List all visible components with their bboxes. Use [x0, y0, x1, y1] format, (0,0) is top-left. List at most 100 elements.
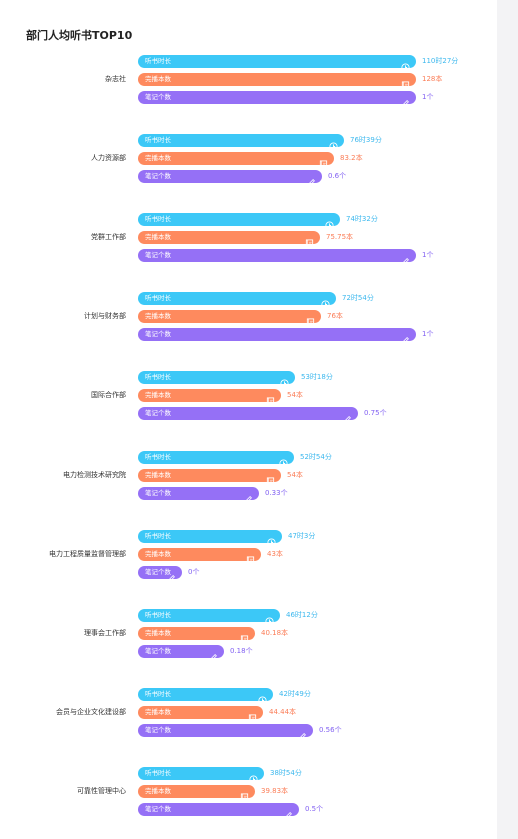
department-label: 理事会工作部: [84, 628, 126, 637]
department-label: 国际合作部: [91, 391, 126, 400]
clock-icon: [279, 453, 288, 468]
clock-icon: [249, 769, 258, 784]
listen-bar: 听书时长: [138, 55, 416, 72]
books-value-label: 128本: [422, 75, 443, 83]
listen-bar-label: 听书时长: [145, 215, 171, 224]
books-bar-label: 完播本数: [145, 154, 171, 163]
books-value-label: 54本: [287, 470, 303, 479]
notes-value-label: 1个: [422, 330, 434, 339]
notes-bar-label: 笔记个数: [145, 409, 171, 418]
department-label: 电力工程质量监督管理部: [49, 549, 126, 558]
listen-bar: 听书时长: [138, 213, 340, 230]
clock-icon: [265, 611, 274, 626]
books-bar-label: 完播本数: [145, 707, 171, 716]
notes-bar: 笔记个数: [138, 328, 416, 345]
notes-value-label: 0.5个: [305, 804, 324, 813]
listen-bar-label: 听书时长: [145, 136, 171, 145]
books-bar-label: 完播本数: [145, 470, 171, 479]
books-value-label: 76本: [327, 312, 343, 321]
department-label: 可靠性管理中心: [77, 786, 126, 795]
notes-bar-label: 笔记个数: [145, 725, 171, 734]
listen-value-label: 72时54分: [342, 294, 374, 303]
listen-bar: 听书时长: [138, 450, 294, 468]
notes-value-label: 0.18个: [230, 646, 253, 655]
books-value-label: 83.2本: [340, 154, 363, 163]
book-icon: [319, 154, 328, 169]
books-bar-label: 完播本数: [145, 233, 171, 242]
listen-bar-label: 听书时长: [145, 452, 171, 461]
clock-icon: [321, 294, 330, 309]
books-value-label: 39.83本: [261, 786, 289, 795]
listen-value-label: 42时49分: [279, 689, 311, 698]
listen-bar: 听书时长: [138, 371, 295, 388]
listen-bar-label: 听书时长: [145, 768, 171, 777]
pencil-icon: [298, 726, 307, 741]
notes-value-label: 0个: [188, 567, 200, 576]
notes-bar: 笔记个数: [138, 723, 313, 741]
listen-value-label: 52时54分: [300, 452, 332, 461]
book-icon: [266, 471, 275, 486]
notes-bar: 笔记个数: [138, 802, 299, 820]
listen-bar: 听书时长: [138, 134, 344, 151]
listen-bar: 听书时长: [138, 608, 280, 626]
book-icon: [266, 391, 275, 406]
department-label: 会员与企业文化建设部: [56, 707, 126, 716]
books-bar-label: 完播本数: [145, 75, 171, 83]
pencil-icon: [307, 172, 316, 187]
clock-icon: [258, 690, 267, 705]
book-icon: [306, 312, 315, 327]
notes-value-label: 0.75个: [364, 409, 387, 418]
notes-bar-label: 笔记个数: [145, 488, 171, 497]
department-label: 计划与财务部: [84, 312, 126, 321]
book-icon: [240, 787, 249, 802]
notes-bar-label: 笔记个数: [145, 251, 171, 260]
books-bar-label: 完播本数: [145, 391, 171, 400]
listen-bar: 听书时长: [138, 766, 264, 784]
notes-value-label: 1个: [422, 251, 434, 260]
book-icon: [401, 75, 410, 90]
pencil-icon: [284, 805, 293, 820]
books-bar: 完播本数: [138, 73, 416, 90]
listen-bar: 听书时长: [138, 687, 273, 705]
notes-bar: 笔记个数: [138, 486, 259, 503]
books-value-label: 43本: [267, 549, 283, 558]
notes-bar: 笔记个数: [138, 644, 224, 662]
book-icon: [240, 629, 249, 644]
listen-bar-label: 听书时长: [145, 531, 171, 540]
notes-bar: 笔记个数: [138, 249, 416, 266]
books-value-label: 40.18本: [261, 628, 289, 637]
notes-value-label: 0.56个: [319, 725, 342, 734]
notes-bar-label: 笔记个数: [145, 567, 171, 576]
notes-bar-label: 笔记个数: [145, 330, 171, 339]
listen-value-label: 47时3分: [288, 531, 316, 540]
books-bar: 完播本数: [138, 468, 281, 486]
notes-bar-label: 笔记个数: [145, 93, 171, 101]
notes-bar-label: 笔记个数: [145, 172, 171, 181]
books-bar-label: 完播本数: [145, 628, 171, 637]
clock-icon: [280, 373, 289, 388]
chart-title: 部门人均听书TOP10: [26, 29, 133, 42]
books-value-label: 75.75本: [326, 233, 354, 242]
book-icon: [246, 550, 255, 565]
books-bar: 完播本数: [138, 784, 255, 802]
pencil-icon: [401, 330, 410, 345]
pencil-icon: [401, 251, 410, 266]
clock-icon: [267, 532, 276, 547]
books-bar: 完播本数: [138, 547, 261, 565]
notes-bar: 笔记个数: [138, 170, 322, 187]
notes-value-label: 0.33个: [265, 488, 288, 497]
listen-bar-label: 听书时长: [145, 373, 171, 382]
notes-bar-label: 笔记个数: [145, 646, 171, 655]
books-bar: 完播本数: [138, 626, 255, 644]
department-label: 人力资源部: [91, 154, 126, 163]
books-bar: 完播本数: [138, 231, 320, 248]
books-bar-label: 完播本数: [145, 312, 171, 321]
clock-icon: [325, 215, 334, 230]
books-value-label: 54本: [287, 391, 303, 400]
listen-bar-label: 听书时长: [145, 294, 171, 303]
pencil-icon: [167, 568, 176, 583]
books-bar: 完播本数: [138, 389, 281, 406]
notes-bar: 笔记个数: [138, 91, 416, 108]
books-bar: 完播本数: [138, 152, 334, 169]
pencil-icon: [244, 489, 253, 503]
